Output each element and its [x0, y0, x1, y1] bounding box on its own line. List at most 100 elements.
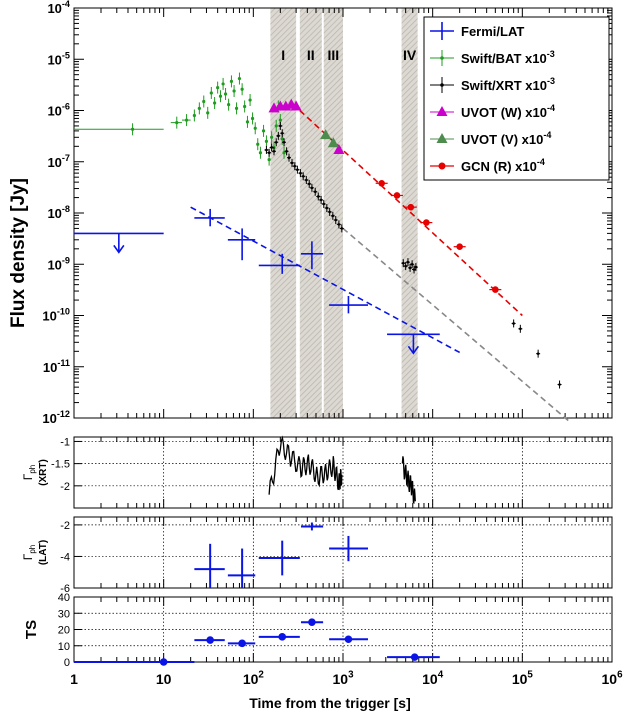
xrt-fit-line	[342, 227, 572, 424]
y-tick-label: 0	[64, 657, 70, 669]
xrt-point	[325, 206, 329, 210]
xrt-point	[277, 134, 280, 138]
xrt-point	[558, 383, 561, 386]
lat-y-axis: -2 -4 -6	[60, 520, 612, 595]
bat-point	[232, 89, 236, 93]
xrt-point	[296, 168, 299, 171]
bat-point	[245, 120, 250, 124]
xrt-point	[408, 266, 412, 270]
bat-point	[218, 94, 223, 98]
ts-series	[74, 618, 440, 666]
xrt-point	[293, 164, 297, 168]
xrt-x-ticks	[73, 437, 609, 508]
band-label: IV	[403, 47, 417, 63]
legend-label: UVOT (V) x10-4	[461, 130, 551, 147]
bat-point	[253, 126, 257, 130]
y-tick-label: 10-10	[42, 307, 70, 324]
x-axis-title: Time from the trigger [s]	[249, 695, 411, 711]
ts-y-axis: 40 30 20 10 0	[58, 592, 612, 669]
xrt-point	[512, 322, 515, 325]
legend-marker	[436, 133, 448, 143]
xrt-point	[285, 149, 288, 153]
y-tick-label: 10	[58, 641, 70, 653]
x-tick-label: 1	[70, 671, 78, 687]
bat-point	[258, 151, 263, 155]
series-swift-xrt	[264, 121, 562, 389]
y-tick-label: -2	[60, 481, 70, 493]
bat-point	[234, 106, 239, 110]
bat-point	[237, 76, 242, 81]
x-tick-label: 103	[332, 670, 354, 687]
gcn-point	[423, 219, 430, 226]
y-tick-label: -1.5	[51, 459, 70, 471]
ts-point	[344, 635, 353, 644]
y-tick-label: 10-7	[47, 153, 70, 170]
xrt-point	[340, 227, 344, 230]
xrt-point	[331, 214, 335, 218]
bat-point	[250, 116, 255, 121]
xrt-index-line	[268, 435, 343, 495]
ts-x-ticks	[73, 597, 609, 662]
uvot-w-point	[333, 143, 345, 154]
xrt-point	[412, 268, 416, 271]
lat-fit-line	[190, 206, 461, 354]
y-tick-label: 10-11	[43, 358, 70, 375]
xrt-point	[267, 151, 271, 155]
gcn-point	[407, 203, 415, 211]
bat-point	[184, 118, 189, 122]
xrt-index-series	[268, 435, 416, 504]
x-tick-label: 106	[601, 670, 623, 687]
xrt-point	[301, 175, 305, 178]
legend: Fermi/LAT Swift/BAT x10-3 Swift/XRT x10-3 U…	[423, 16, 610, 181]
bat-point	[240, 87, 244, 91]
flux-x-ticks	[73, 8, 609, 418]
y-tick-label: 30	[58, 608, 70, 620]
xrt-point	[274, 140, 278, 144]
bat-point	[175, 121, 179, 125]
y-tick-label: 10-8	[47, 204, 70, 221]
bat-point	[213, 101, 217, 105]
legend-marker	[440, 56, 444, 60]
y-tick-label: 10-5	[47, 50, 70, 67]
bat-point	[216, 85, 220, 90]
y-tick-label: 10-12	[42, 409, 70, 426]
xrt-point	[328, 210, 331, 214]
bat-point	[261, 129, 266, 133]
ts-point	[410, 653, 419, 661]
bat-point	[202, 99, 206, 104]
xrt-point	[519, 327, 522, 331]
gcn-point	[393, 192, 401, 199]
gamma-symbol: Γph	[21, 545, 37, 561]
band-label: I	[281, 47, 285, 63]
legend-label: Swift/BAT x10-3	[461, 49, 555, 66]
ts-point	[308, 618, 316, 626]
band-label: II	[307, 47, 315, 63]
y-tick-label: -4	[60, 551, 70, 563]
flux-y-label: Flux density [Jy]	[8, 178, 29, 328]
y-tick-label: 40	[58, 592, 70, 604]
lat-y-label: Γph (LAT)	[21, 540, 49, 565]
series-uvot-w	[268, 98, 345, 154]
bat-point	[270, 135, 274, 139]
lat-point-ul-head	[113, 244, 125, 254]
bat-point	[267, 158, 271, 162]
xrt-point	[305, 178, 308, 182]
gcn-point	[492, 286, 499, 293]
flux-y-axis: 10-4 10-5 10-6 10-7 10-8 10-9 10-10 10-11 10-12	[42, 0, 612, 426]
xrt-point	[310, 186, 314, 190]
ts-point	[206, 636, 214, 644]
uvot-w-point	[290, 100, 302, 111]
ts-grid	[163, 597, 523, 662]
time-bands: I II III IV	[270, 8, 418, 418]
bat-point	[243, 104, 247, 109]
time-band	[323, 8, 343, 418]
bat-point	[197, 106, 201, 110]
xrt-point	[307, 182, 311, 186]
y-tick-label: -6	[60, 583, 70, 595]
bat-point	[278, 118, 282, 122]
y-tick-label: 20	[58, 625, 70, 637]
bat-point	[223, 92, 228, 96]
time-band	[270, 8, 297, 418]
xrt-point	[536, 352, 540, 355]
